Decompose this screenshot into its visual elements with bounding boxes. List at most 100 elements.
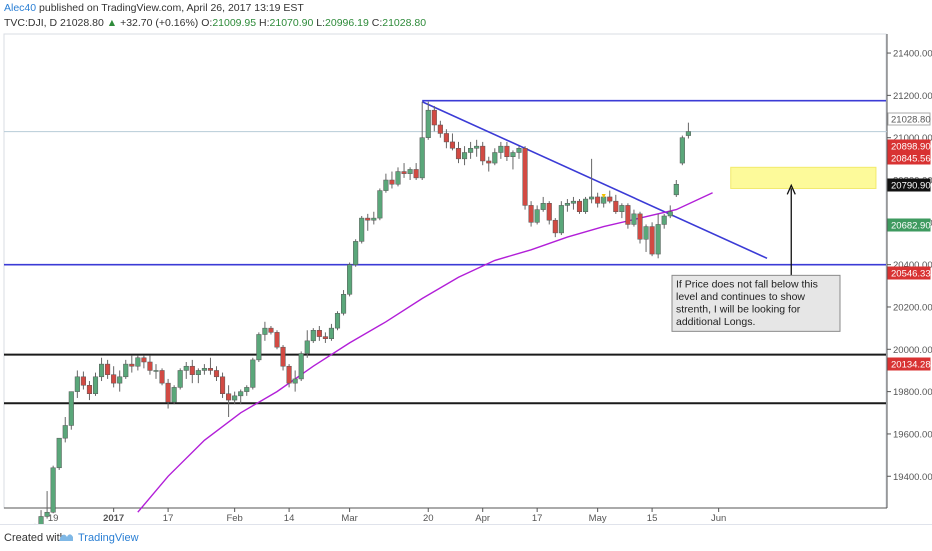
candle <box>365 217 371 221</box>
candle <box>613 200 619 213</box>
price-tick-label: 20200.00 <box>893 302 932 313</box>
target-zone <box>730 166 877 189</box>
low-label: L: <box>316 17 326 29</box>
candle <box>220 376 226 394</box>
candle <box>619 205 625 212</box>
candle <box>589 196 595 200</box>
candle <box>401 171 407 174</box>
price-tag <box>887 266 931 280</box>
candle <box>86 385 93 394</box>
publish-line: Alec40 published on TradingView.com, Apr… <box>4 2 304 14</box>
candle <box>147 361 153 371</box>
high-label: H: <box>259 17 270 29</box>
candle <box>510 152 516 157</box>
low-value: 20996.19 <box>325 17 369 29</box>
moving-average-line <box>137 192 713 513</box>
candle <box>68 391 74 426</box>
candle <box>449 141 455 149</box>
price-tick-label: 19600.00 <box>893 429 932 440</box>
time-tick-label: 2017 <box>103 513 124 524</box>
annotation-line: additional Longs. <box>676 316 755 328</box>
candle <box>111 374 117 384</box>
candle <box>316 330 322 337</box>
close-value: 21028.80 <box>382 17 427 29</box>
price-tag-label: 20682.90 <box>891 221 931 232</box>
candle <box>171 387 177 403</box>
plot-area <box>3 33 887 509</box>
candle <box>425 109 431 138</box>
candle <box>310 330 316 342</box>
chart-footer: Created with TradingView <box>0 524 932 551</box>
time-tick-label: 17 <box>163 513 174 524</box>
candle <box>492 152 498 164</box>
candle <box>183 365 189 371</box>
price-chart[interactable]: 19400.00 19600.00 19800.00 20000.00 20200.00… <box>0 0 932 524</box>
candle <box>528 205 534 223</box>
time-tick-label: May <box>589 513 607 524</box>
candle <box>468 148 474 153</box>
time-tick-label: 17 <box>532 513 543 524</box>
candle <box>92 376 99 394</box>
candle <box>455 148 462 160</box>
candle <box>189 365 195 375</box>
candle <box>262 327 268 335</box>
candle <box>595 196 601 204</box>
candle <box>226 393 232 401</box>
candle <box>576 200 583 213</box>
candle <box>504 145 510 157</box>
price-tick-label: 21000.00 <box>893 133 932 144</box>
descending-trendline-line <box>421 100 768 260</box>
annotation-line: level and continues to show <box>676 291 805 303</box>
candle <box>637 213 643 240</box>
candle <box>195 370 201 375</box>
candle <box>383 179 389 191</box>
candle <box>250 359 256 388</box>
price-tick-label: 21400.00 <box>893 49 932 60</box>
candle <box>135 357 141 367</box>
candle <box>673 183 679 196</box>
price-tick-label: 19400.00 <box>893 472 932 483</box>
candle <box>522 148 528 206</box>
time-tick-label: Jun <box>711 513 726 524</box>
candle <box>123 363 129 378</box>
candle <box>625 205 631 225</box>
author-link[interactable]: Alec40 <box>4 2 37 14</box>
candle <box>359 217 365 242</box>
last-price: 21028.80 <box>60 17 104 29</box>
candle <box>601 196 607 204</box>
chart-header: Alec40 published on TradingView.com, Apr… <box>0 0 932 34</box>
candle <box>667 211 673 217</box>
candle <box>201 368 207 371</box>
candle <box>105 363 111 375</box>
price-tag <box>887 112 931 126</box>
candle <box>649 226 655 255</box>
time-tick-label: Apr <box>475 513 490 524</box>
symbol-name[interactable]: TVC:DJI, D <box>4 17 58 29</box>
price-tick-label: 20400.00 <box>893 260 932 271</box>
candle <box>117 376 123 384</box>
price-tag <box>887 151 931 165</box>
up-arrow-icon: ▲ <box>106 17 118 29</box>
price-tag <box>887 218 931 232</box>
created-with-text: Created with <box>4 532 66 544</box>
price-tag-label: 20898.90 <box>891 142 931 153</box>
candle <box>244 387 250 392</box>
candle <box>480 145 486 162</box>
tradingview-logo-icon[interactable] <box>58 531 74 543</box>
price-tag <box>887 357 931 371</box>
tradingview-brand[interactable]: TradingView <box>78 532 139 544</box>
candle <box>462 152 468 160</box>
candle <box>685 131 691 136</box>
time-tick-label: 15 <box>647 513 658 524</box>
candle <box>74 376 80 392</box>
candle <box>341 294 347 314</box>
price-tick-label: 21200.00 <box>893 91 932 102</box>
candle <box>534 209 540 223</box>
candle <box>607 196 613 202</box>
marker-triangle: ▼ <box>600 193 607 200</box>
price-tag-label: 20790.90 <box>891 181 931 192</box>
candle <box>334 313 341 329</box>
candle <box>256 334 262 361</box>
candle <box>558 205 564 234</box>
candle <box>153 370 159 372</box>
